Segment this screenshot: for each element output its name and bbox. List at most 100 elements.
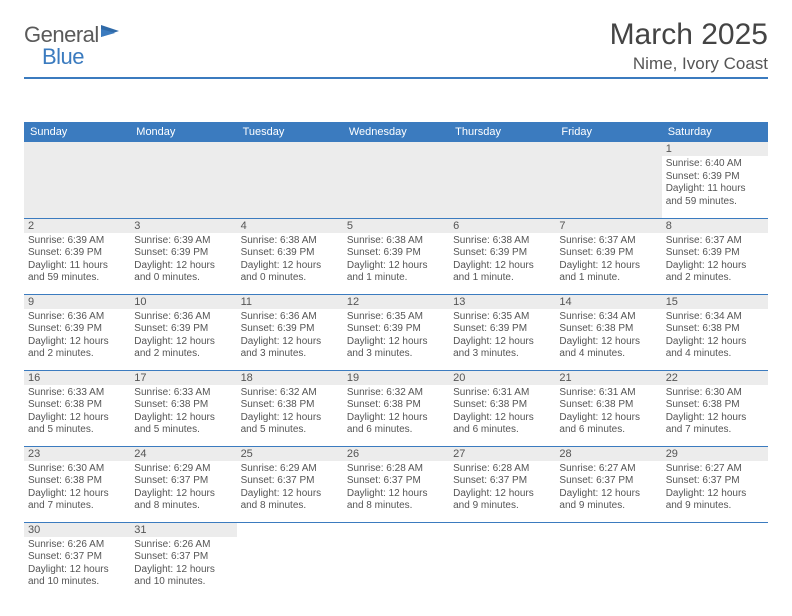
day-details: Sunrise: 6:35 AMSunset: 6:39 PMDaylight:… — [343, 309, 449, 365]
calendar-week-row: 1Sunrise: 6:40 AMSunset: 6:39 PMDaylight… — [24, 142, 768, 218]
sunset-text: Sunset: 6:39 PM — [666, 247, 764, 260]
day-number: 30 — [24, 523, 130, 537]
sunrise-text: Sunrise: 6:32 AM — [347, 387, 445, 400]
day-header: Saturday — [662, 122, 768, 142]
sunset-text: Sunset: 6:38 PM — [559, 399, 657, 412]
calendar-cell: 20Sunrise: 6:31 AMSunset: 6:38 PMDayligh… — [449, 370, 555, 446]
day-header: Tuesday — [237, 122, 343, 142]
calendar-table: Sunday Monday Tuesday Wednesday Thursday… — [24, 122, 768, 598]
daylight-text: Daylight: 12 hours and 10 minutes. — [134, 564, 232, 589]
sunset-text: Sunset: 6:39 PM — [134, 323, 232, 336]
calendar-cell: 8Sunrise: 6:37 AMSunset: 6:39 PMDaylight… — [662, 218, 768, 294]
sunrise-text: Sunrise: 6:31 AM — [559, 387, 657, 400]
calendar-cell: 11Sunrise: 6:36 AMSunset: 6:39 PMDayligh… — [237, 294, 343, 370]
sunset-text: Sunset: 6:38 PM — [241, 399, 339, 412]
daylight-text: Daylight: 11 hours and 59 minutes. — [28, 260, 126, 285]
sunrise-text: Sunrise: 6:36 AM — [134, 311, 232, 324]
calendar-cell: 9Sunrise: 6:36 AMSunset: 6:39 PMDaylight… — [24, 294, 130, 370]
day-number: 17 — [130, 371, 236, 385]
sunset-text: Sunset: 6:37 PM — [28, 551, 126, 564]
sunrise-text: Sunrise: 6:35 AM — [347, 311, 445, 324]
daylight-text: Daylight: 12 hours and 0 minutes. — [134, 260, 232, 285]
day-details: Sunrise: 6:31 AMSunset: 6:38 PMDaylight:… — [449, 385, 555, 441]
daylight-text: Daylight: 12 hours and 1 minute. — [453, 260, 551, 285]
sunrise-text: Sunrise: 6:38 AM — [453, 235, 551, 248]
day-details: Sunrise: 6:30 AMSunset: 6:38 PMDaylight:… — [662, 385, 768, 441]
day-details: Sunrise: 6:32 AMSunset: 6:38 PMDaylight:… — [343, 385, 449, 441]
sunset-text: Sunset: 6:37 PM — [453, 475, 551, 488]
day-number: 18 — [237, 371, 343, 385]
day-number: 20 — [449, 371, 555, 385]
calendar-cell: 3Sunrise: 6:39 AMSunset: 6:39 PMDaylight… — [130, 218, 236, 294]
sunset-text: Sunset: 6:39 PM — [666, 171, 764, 184]
sunrise-text: Sunrise: 6:28 AM — [453, 463, 551, 476]
location-label: Nime, Ivory Coast — [24, 54, 768, 74]
daylight-text: Daylight: 12 hours and 5 minutes. — [28, 412, 126, 437]
sunrise-text: Sunrise: 6:29 AM — [134, 463, 232, 476]
calendar-cell: 26Sunrise: 6:28 AMSunset: 6:37 PMDayligh… — [343, 446, 449, 522]
day-number: 11 — [237, 295, 343, 309]
calendar-cell — [130, 142, 236, 218]
daylight-text: Daylight: 12 hours and 9 minutes. — [453, 488, 551, 513]
title-block: March 2025 Nime, Ivory Coast — [24, 18, 768, 79]
calendar-cell: 18Sunrise: 6:32 AMSunset: 6:38 PMDayligh… — [237, 370, 343, 446]
daylight-text: Daylight: 12 hours and 9 minutes. — [666, 488, 764, 513]
day-number: 1 — [662, 142, 768, 156]
daylight-text: Daylight: 12 hours and 9 minutes. — [559, 488, 657, 513]
sunrise-text: Sunrise: 6:35 AM — [453, 311, 551, 324]
day-header: Wednesday — [343, 122, 449, 142]
sunset-text: Sunset: 6:39 PM — [453, 323, 551, 336]
sunset-text: Sunset: 6:37 PM — [559, 475, 657, 488]
day-details: Sunrise: 6:33 AMSunset: 6:38 PMDaylight:… — [130, 385, 236, 441]
calendar-cell: 4Sunrise: 6:38 AMSunset: 6:39 PMDaylight… — [237, 218, 343, 294]
sunrise-text: Sunrise: 6:38 AM — [241, 235, 339, 248]
day-number: 3 — [130, 219, 236, 233]
calendar-cell: 17Sunrise: 6:33 AMSunset: 6:38 PMDayligh… — [130, 370, 236, 446]
sunrise-text: Sunrise: 6:31 AM — [453, 387, 551, 400]
sunset-text: Sunset: 6:39 PM — [347, 247, 445, 260]
day-details: Sunrise: 6:26 AMSunset: 6:37 PMDaylight:… — [130, 537, 236, 593]
day-details: Sunrise: 6:27 AMSunset: 6:37 PMDaylight:… — [555, 461, 661, 517]
sunrise-text: Sunrise: 6:30 AM — [666, 387, 764, 400]
day-details: Sunrise: 6:35 AMSunset: 6:39 PMDaylight:… — [449, 309, 555, 365]
calendar-cell — [237, 142, 343, 218]
sunrise-text: Sunrise: 6:29 AM — [241, 463, 339, 476]
daylight-text: Daylight: 12 hours and 6 minutes. — [453, 412, 551, 437]
daylight-text: Daylight: 12 hours and 7 minutes. — [28, 488, 126, 513]
day-details: Sunrise: 6:28 AMSunset: 6:37 PMDaylight:… — [343, 461, 449, 517]
sunset-text: Sunset: 6:39 PM — [28, 323, 126, 336]
sunrise-text: Sunrise: 6:39 AM — [134, 235, 232, 248]
daylight-text: Daylight: 11 hours and 59 minutes. — [666, 183, 764, 208]
day-number: 5 — [343, 219, 449, 233]
day-details: Sunrise: 6:36 AMSunset: 6:39 PMDaylight:… — [130, 309, 236, 365]
sunset-text: Sunset: 6:38 PM — [666, 323, 764, 336]
day-details: Sunrise: 6:38 AMSunset: 6:39 PMDaylight:… — [343, 233, 449, 289]
day-number: 6 — [449, 219, 555, 233]
sunset-text: Sunset: 6:38 PM — [347, 399, 445, 412]
day-details: Sunrise: 6:27 AMSunset: 6:37 PMDaylight:… — [662, 461, 768, 517]
day-details: Sunrise: 6:36 AMSunset: 6:39 PMDaylight:… — [237, 309, 343, 365]
calendar-cell: 15Sunrise: 6:34 AMSunset: 6:38 PMDayligh… — [662, 294, 768, 370]
calendar-cell — [662, 522, 768, 598]
day-details: Sunrise: 6:40 AMSunset: 6:39 PMDaylight:… — [662, 156, 768, 212]
day-number: 13 — [449, 295, 555, 309]
calendar-cell: 5Sunrise: 6:38 AMSunset: 6:39 PMDaylight… — [343, 218, 449, 294]
day-number: 8 — [662, 219, 768, 233]
daylight-text: Daylight: 12 hours and 8 minutes. — [134, 488, 232, 513]
calendar-cell — [555, 522, 661, 598]
daylight-text: Daylight: 12 hours and 5 minutes. — [134, 412, 232, 437]
sunrise-text: Sunrise: 6:32 AM — [241, 387, 339, 400]
day-details: Sunrise: 6:38 AMSunset: 6:39 PMDaylight:… — [449, 233, 555, 289]
calendar-cell: 29Sunrise: 6:27 AMSunset: 6:37 PMDayligh… — [662, 446, 768, 522]
day-details: Sunrise: 6:30 AMSunset: 6:38 PMDaylight:… — [24, 461, 130, 517]
calendar-cell: 22Sunrise: 6:30 AMSunset: 6:38 PMDayligh… — [662, 370, 768, 446]
calendar-cell: 14Sunrise: 6:34 AMSunset: 6:38 PMDayligh… — [555, 294, 661, 370]
calendar-cell — [343, 522, 449, 598]
daylight-text: Daylight: 12 hours and 3 minutes. — [241, 336, 339, 361]
sunrise-text: Sunrise: 6:36 AM — [28, 311, 126, 324]
day-details: Sunrise: 6:34 AMSunset: 6:38 PMDaylight:… — [555, 309, 661, 365]
day-number: 29 — [662, 447, 768, 461]
day-number: 27 — [449, 447, 555, 461]
calendar-cell — [449, 142, 555, 218]
sunrise-text: Sunrise: 6:28 AM — [347, 463, 445, 476]
